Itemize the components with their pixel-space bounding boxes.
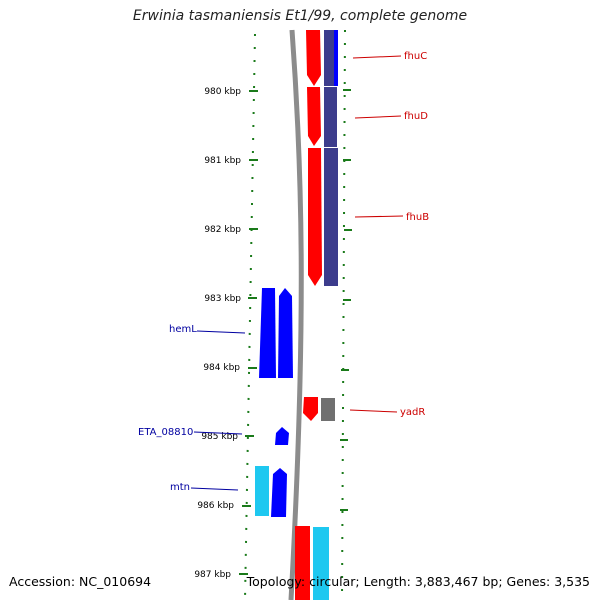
genome-backbone (288, 29, 304, 600)
tick-label: 984 kbp (203, 363, 240, 373)
label-fhuC: fhuC (404, 51, 427, 62)
gene-fhuB-arrow[interactable] (308, 148, 322, 286)
tick-label: 980 kbp (204, 87, 241, 97)
feature-blue-top[interactable] (334, 30, 338, 86)
feature-gray[interactable] (321, 398, 335, 421)
genome-summary-text: Topology: circular; Length: 3,883,467 bp… (246, 574, 590, 589)
tick-label: 985 kbp (201, 432, 238, 442)
accession-text: Accession: NC_010694 (9, 574, 152, 589)
gene-hemL-left[interactable] (259, 288, 276, 378)
tick-983: 983 kbp (204, 294, 257, 304)
feature-purple-mid[interactable] (324, 87, 337, 147)
tick-986: 986 kbp (197, 501, 251, 511)
gene-mtn-arrow[interactable] (271, 468, 287, 517)
outer-ring-ticks (340, 89, 352, 511)
feature-cyan-bottom[interactable] (313, 527, 329, 600)
tick-984: 984 kbp (203, 363, 257, 373)
map-title: Erwinia tasmaniensis Et1/99, complete ge… (132, 8, 468, 24)
tick-label: 987 kbp (194, 570, 231, 580)
tick-981: 981 kbp (204, 156, 258, 166)
tick-987: 987 kbp (194, 570, 248, 580)
label-yadR: yadR (400, 407, 425, 418)
gene-hemL-right[interactable] (278, 288, 293, 378)
tick-label: 982 kbp (204, 225, 241, 235)
gene-fhuC-arrow[interactable] (306, 30, 321, 86)
label-ETA_08810: ETA_08810 (138, 427, 193, 438)
gene-ETA_08810-arrow[interactable] (275, 427, 289, 445)
label-fhuB: fhuB (406, 212, 429, 223)
tick-985: 985 kbp (201, 432, 254, 442)
tick-label: 981 kbp (204, 156, 241, 166)
gene-fhuD-arrow[interactable] (307, 87, 321, 146)
label-hemL: hemL (169, 324, 197, 335)
gene-yadR-arrow[interactable] (303, 397, 318, 421)
outer-ring-dots (341, 29, 346, 600)
feature-cyan-mtn[interactable] (255, 466, 269, 516)
tick-label: 983 kbp (204, 294, 241, 304)
tick-980: 980 kbp (204, 87, 258, 97)
feature-purple-top[interactable] (324, 30, 336, 86)
label-mtn: mtn (170, 482, 190, 493)
tick-label: 986 kbp (197, 501, 234, 511)
feature-purple-long[interactable] (324, 148, 338, 286)
label-fhuD: fhuD (404, 111, 428, 122)
tick-982: 982 kbp (204, 225, 258, 235)
feature-red-bottom[interactable] (295, 526, 310, 600)
inner-ring-dots (244, 33, 256, 600)
